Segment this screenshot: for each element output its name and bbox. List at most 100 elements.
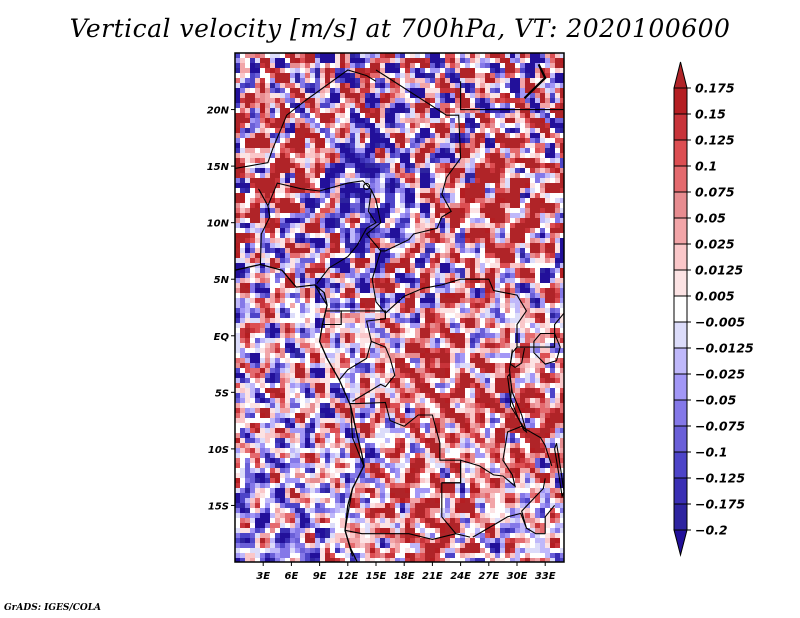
field-cell bbox=[475, 78, 480, 83]
field-cell bbox=[465, 378, 470, 383]
field-cell bbox=[465, 188, 470, 193]
field-cell bbox=[235, 318, 240, 323]
field-cell bbox=[470, 198, 475, 203]
field-cell bbox=[405, 278, 410, 283]
field-cell bbox=[440, 388, 445, 393]
field-cell bbox=[435, 128, 440, 133]
field-cell bbox=[310, 173, 315, 178]
field-cell bbox=[430, 433, 435, 438]
field-cell bbox=[295, 278, 300, 283]
field-cell bbox=[545, 248, 550, 253]
field-cell bbox=[550, 373, 555, 378]
field-cell bbox=[335, 403, 340, 408]
field-cell bbox=[430, 88, 435, 93]
field-cell bbox=[250, 413, 255, 418]
field-cell bbox=[245, 303, 250, 308]
field-cell bbox=[330, 303, 335, 308]
field-cell bbox=[245, 428, 250, 433]
field-cell bbox=[340, 193, 345, 198]
field-cell bbox=[345, 478, 350, 483]
field-cell bbox=[455, 413, 460, 418]
field-cell bbox=[480, 103, 485, 108]
field-cell bbox=[525, 373, 530, 378]
field-cell bbox=[475, 208, 480, 213]
field-cell bbox=[475, 148, 480, 153]
field-cell bbox=[505, 328, 510, 333]
field-cell bbox=[510, 373, 515, 378]
field-cell bbox=[505, 93, 510, 98]
field-cell bbox=[430, 178, 435, 183]
field-cell bbox=[290, 218, 295, 223]
field-cell bbox=[535, 203, 540, 208]
field-cell bbox=[305, 103, 310, 108]
field-cell bbox=[525, 278, 530, 283]
field-cell bbox=[510, 378, 515, 383]
field-cell bbox=[555, 248, 560, 253]
field-cell bbox=[335, 178, 340, 183]
field-cell bbox=[350, 283, 355, 288]
field-cell bbox=[285, 278, 290, 283]
field-cell bbox=[540, 473, 545, 478]
field-cell bbox=[555, 298, 560, 303]
field-cell bbox=[325, 228, 330, 233]
field-cell bbox=[555, 443, 560, 448]
field-cell bbox=[390, 448, 395, 453]
field-cell bbox=[555, 358, 560, 363]
field-cell bbox=[445, 318, 450, 323]
field-cell bbox=[435, 193, 440, 198]
field-cell bbox=[535, 413, 540, 418]
field-cell bbox=[245, 413, 250, 418]
field-cell bbox=[445, 408, 450, 413]
field-cell bbox=[435, 248, 440, 253]
field-cell bbox=[440, 88, 445, 93]
field-cell bbox=[475, 268, 480, 273]
field-cell bbox=[280, 103, 285, 108]
field-cell bbox=[285, 398, 290, 403]
field-cell bbox=[370, 253, 375, 258]
field-cell bbox=[445, 83, 450, 88]
field-cell bbox=[385, 88, 390, 93]
field-cell bbox=[290, 378, 295, 383]
field-cell bbox=[480, 388, 485, 393]
field-cell bbox=[475, 398, 480, 403]
field-cell bbox=[385, 73, 390, 78]
field-cell bbox=[250, 298, 255, 303]
field-cell bbox=[350, 333, 355, 338]
field-cell bbox=[550, 163, 555, 168]
field-cell bbox=[520, 228, 525, 233]
field-cell bbox=[275, 438, 280, 443]
field-cell bbox=[525, 98, 530, 103]
field-cell bbox=[325, 248, 330, 253]
field-cell bbox=[460, 128, 465, 133]
field-cell bbox=[555, 78, 560, 83]
field-cell bbox=[260, 348, 265, 353]
field-cell bbox=[405, 83, 410, 88]
field-cell bbox=[320, 73, 325, 78]
field-cell bbox=[430, 453, 435, 458]
field-cell bbox=[430, 193, 435, 198]
field-cell bbox=[315, 123, 320, 128]
field-cell bbox=[405, 173, 410, 178]
field-cell bbox=[445, 158, 450, 163]
field-cell bbox=[465, 83, 470, 88]
field-cell bbox=[350, 423, 355, 428]
field-cell bbox=[285, 288, 290, 293]
field-cell bbox=[360, 118, 365, 123]
field-cell bbox=[275, 158, 280, 163]
field-cell bbox=[285, 383, 290, 388]
field-cell bbox=[455, 288, 460, 293]
field-cell bbox=[330, 193, 335, 198]
field-cell bbox=[380, 253, 385, 258]
field-cell bbox=[350, 403, 355, 408]
field-cell bbox=[370, 388, 375, 393]
field-cell bbox=[425, 118, 430, 123]
field-cell bbox=[460, 413, 465, 418]
field-cell bbox=[410, 83, 415, 88]
field-cell bbox=[350, 103, 355, 108]
field-cell bbox=[245, 468, 250, 473]
field-cell bbox=[465, 203, 470, 208]
field-cell bbox=[450, 398, 455, 403]
field-cell bbox=[360, 253, 365, 258]
field-cell bbox=[500, 288, 505, 293]
field-cell bbox=[275, 328, 280, 333]
